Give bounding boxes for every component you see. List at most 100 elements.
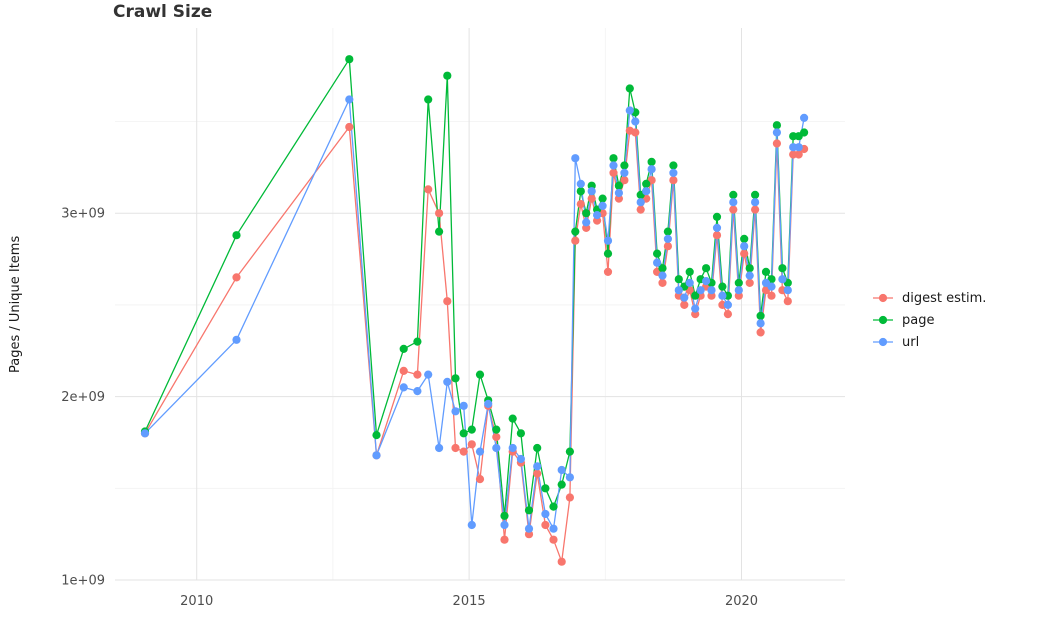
data-point-page [663,227,673,236]
data-point-url [508,443,517,453]
data-point-digest-estim- [576,200,585,209]
data-point-page [565,447,575,456]
data-point-url [435,443,444,453]
data-point-digest-estim- [620,176,629,185]
data-point-page [740,234,749,243]
legend-item-url: url [872,334,986,350]
data-point-url [459,401,468,410]
data-point-page [424,95,433,104]
data-point-page [372,431,381,440]
data-point-url [372,451,381,460]
data-point-page [508,414,517,423]
data-point-page [669,161,678,170]
data-point-url [549,524,558,533]
data-point-page [475,370,485,379]
data-point-url [413,387,422,396]
legend-key-icon [873,293,893,303]
data-point-url [740,242,749,251]
data-point-url [424,370,433,379]
data-point-digest-estim- [467,440,476,449]
data-point-page [232,231,241,240]
data-point-digest-estim- [712,231,722,240]
data-point-url [603,236,613,245]
data-point-page [734,278,743,287]
data-point-page [399,344,408,353]
data-point-digest-estim- [232,273,241,282]
data-point-page [345,55,354,64]
data-point-url [443,377,452,386]
data-point-digest-estim- [541,520,550,530]
data-point-url [691,304,700,313]
data-point-url [756,319,765,328]
legend-label: page [902,312,935,328]
data-point-page [751,190,760,199]
data-point-url [751,198,760,207]
data-point-url [745,271,754,280]
data-point-digest-estim- [636,205,645,214]
data-point-page [702,264,711,273]
data-point-url [778,275,787,284]
data-point-url [723,300,733,309]
data-point-digest-estim- [729,205,738,214]
data-point-digest-estim- [533,469,542,478]
legend-item-page: page [872,312,986,328]
data-point-page [772,121,782,130]
data-point-url [140,429,150,438]
data-point-url [345,95,354,104]
data-point-digest-estim- [475,475,485,484]
data-point-page [729,190,738,199]
data-point-page [685,267,694,276]
data-point-url [685,278,694,287]
legend: digest estim. page url [872,290,986,350]
data-point-digest-estim- [631,128,640,137]
data-point-digest-estim- [772,139,782,148]
data-point-url [680,293,689,302]
data-point-digest-estim- [571,236,580,245]
data-point-url [653,258,662,267]
data-point-digest-estim- [424,185,433,194]
data-point-url [772,128,782,137]
chart-title: Crawl Size [113,2,213,22]
data-point-digest-estim- [609,168,618,177]
data-point-digest-estim- [459,447,468,456]
data-point-digest-estim- [723,310,733,319]
data-point-digest-estim- [451,443,460,453]
data-point-url [232,335,241,344]
data-point-page [609,154,618,163]
legend-label: digest estim. [902,290,987,306]
x-tick-label: 2020 [725,594,758,609]
data-point-page [443,71,452,80]
data-point-page [620,161,629,170]
data-point-url [696,286,705,295]
data-point-url [541,509,550,519]
data-point-page [435,227,444,236]
data-point-url [614,188,624,198]
data-point-digest-estim- [345,122,354,132]
data-point-url [587,187,596,196]
data-point-digest-estim- [794,150,803,159]
data-point-page [603,249,613,258]
data-point-page [541,484,550,493]
data-point-page [549,502,558,511]
data-point-digest-estim- [783,297,792,306]
data-point-digest-estim- [549,535,558,544]
data-point-digest-estim- [767,291,776,300]
data-point-url [516,454,526,464]
data-point-url [598,201,607,210]
data-point-url [663,234,673,243]
data-point-page [642,179,651,188]
data-point-page [778,264,787,273]
data-point-url [492,443,501,453]
data-point-url [800,113,809,122]
data-point-digest-estim- [603,267,613,276]
data-point-url [399,383,408,392]
data-point-page [413,337,422,346]
data-point-url [734,286,743,295]
data-point-url [620,168,629,177]
data-point-digest-estim- [658,278,667,287]
data-point-digest-estim- [663,242,673,251]
data-point-page [647,157,656,166]
data-point-url [582,218,591,227]
data-point-url [647,165,656,174]
data-point-url [625,106,634,115]
